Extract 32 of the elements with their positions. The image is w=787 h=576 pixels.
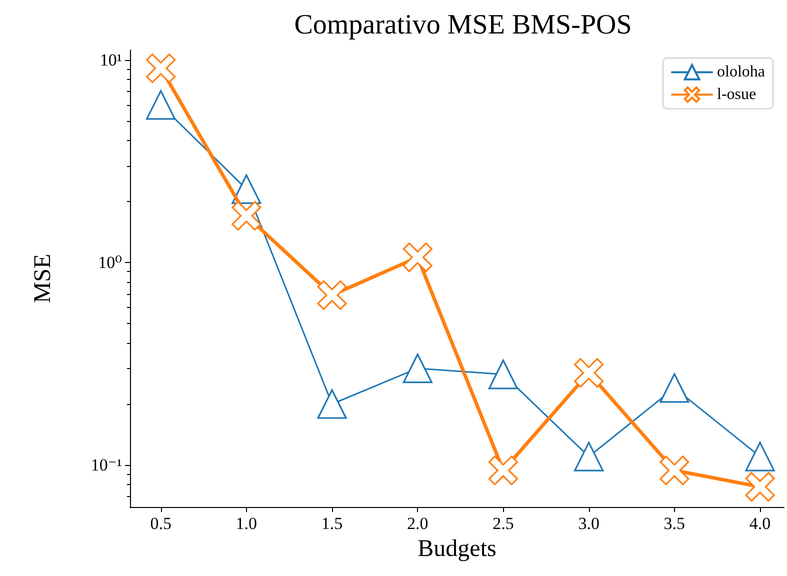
point xyxy=(488,360,518,390)
point xyxy=(660,373,690,403)
point xyxy=(402,354,432,384)
x-axis-title: Budgets xyxy=(418,536,496,562)
x-tick-label: 0.5 xyxy=(150,514,172,533)
x-tick-label: 1.0 xyxy=(236,514,258,533)
point xyxy=(146,90,176,120)
x-tick-label: 3.5 xyxy=(664,514,686,533)
legend-label: l-osue xyxy=(717,86,756,104)
x-tick-label: 3.0 xyxy=(578,514,600,533)
x-tick-label: 4.0 xyxy=(749,514,771,533)
point xyxy=(317,389,347,419)
point xyxy=(745,472,775,502)
y-tick-label: 10⁰ xyxy=(98,252,122,272)
point xyxy=(232,174,262,204)
point xyxy=(232,201,262,231)
x-tick-label: 2.5 xyxy=(492,514,514,533)
point xyxy=(574,358,604,388)
x-tick-label: 2.0 xyxy=(407,514,428,533)
point xyxy=(660,456,690,486)
y-tick-label: 10⁻¹ xyxy=(90,455,122,474)
y-tick-label: 10¹ xyxy=(100,50,122,70)
point xyxy=(146,53,176,84)
point xyxy=(574,442,604,472)
point xyxy=(402,242,432,272)
point xyxy=(488,456,518,486)
point xyxy=(745,442,775,472)
y-axis-title: MSE xyxy=(30,254,56,304)
legend-label: ololoha xyxy=(717,64,766,81)
x-tick-label: 1.5 xyxy=(321,514,343,533)
point xyxy=(317,280,347,310)
chart-title: Comparativo MSE BMS-POS xyxy=(294,10,632,40)
